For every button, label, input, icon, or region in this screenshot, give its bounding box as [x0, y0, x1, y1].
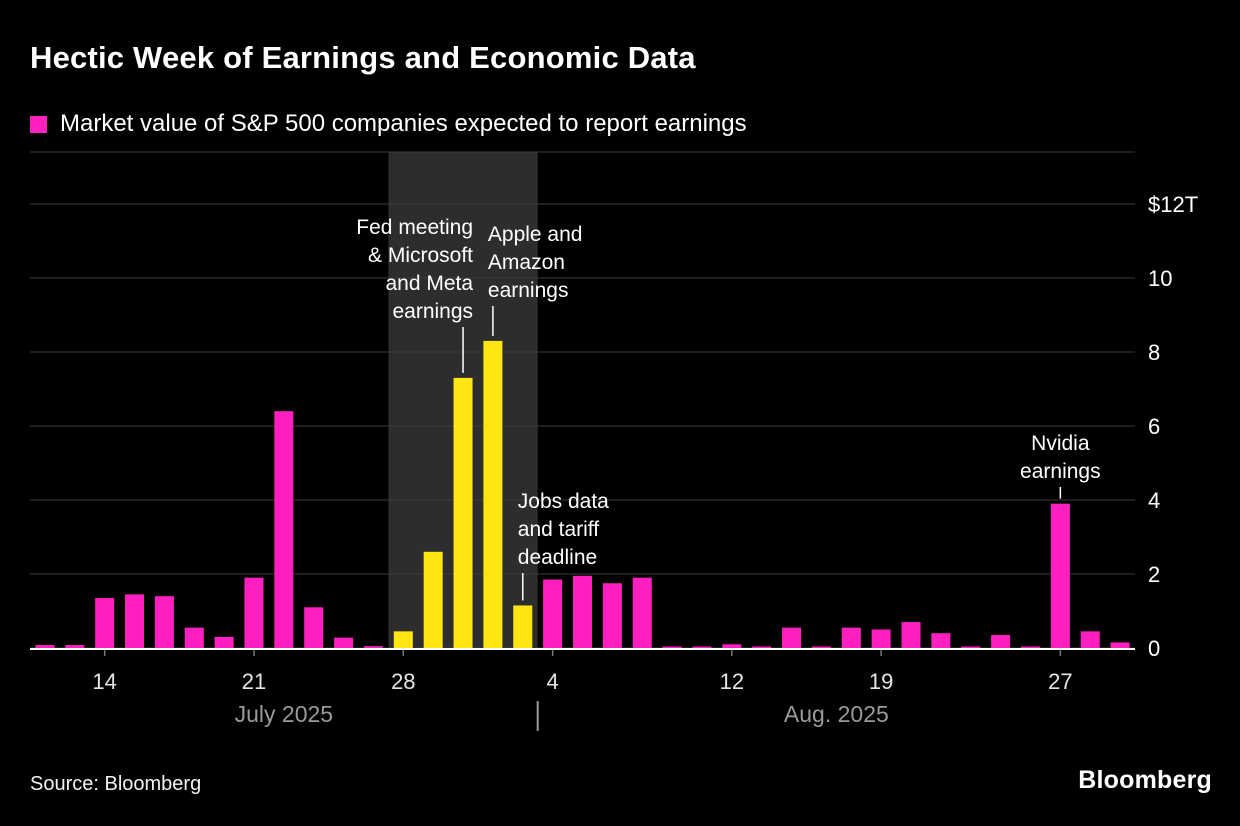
bar-Jul-30	[453, 377, 473, 648]
month-label-aug: Aug. 2025	[784, 701, 889, 727]
y-axis-label: 4	[1148, 488, 1160, 513]
legend-swatch	[30, 115, 47, 133]
bar-Jul-25	[363, 646, 383, 648]
bar-Jul-23	[304, 607, 324, 648]
legend-label: Market value of S&P 500 companies expect…	[60, 110, 747, 137]
annotation-text: earnings	[1020, 460, 1101, 483]
bar-Aug-7	[632, 577, 652, 648]
bar-Aug-28	[1080, 631, 1100, 648]
y-axis-label: $12T	[1148, 192, 1198, 217]
bar-Jul-18	[214, 636, 234, 648]
x-tick-label: 14	[92, 669, 116, 694]
bar-Jul-15	[125, 594, 145, 648]
y-axis-label: 6	[1148, 414, 1160, 439]
bar-Aug-27	[1050, 503, 1070, 648]
page-title: Hectic Week of Earnings and Economic Dat…	[30, 40, 696, 75]
bar-Aug-8	[662, 646, 682, 648]
bar-Jul-24	[334, 637, 354, 648]
annotation-text: Apple and	[488, 223, 583, 246]
bar-Aug-5	[573, 575, 592, 648]
x-tick-label: 19	[869, 669, 893, 694]
x-tick-label: 12	[720, 669, 744, 694]
bar-Aug-14	[782, 627, 802, 648]
bar-Aug-15	[811, 646, 831, 648]
bar-Jul-17	[184, 627, 204, 648]
annotation-text: deadline	[518, 546, 597, 569]
annotation-text: Fed meeting	[356, 216, 473, 239]
annotation-text: earnings	[488, 279, 569, 302]
y-axis-label: 8	[1148, 340, 1160, 365]
bar-Aug-19	[871, 629, 891, 648]
bar-Aug-6	[602, 583, 622, 648]
annotation-text: Nvidia	[1031, 432, 1090, 455]
legend: Market value of S&P 500 companies expect…	[30, 110, 747, 138]
bar-Aug-26	[1020, 646, 1040, 648]
month-label-july: July 2025	[235, 701, 333, 727]
bar-Aug-13	[752, 646, 772, 648]
bar-Aug-12	[722, 644, 742, 648]
annotation-text: and tariff	[518, 518, 599, 541]
bar-Jul-10	[35, 645, 55, 648]
bar-Aug-11	[692, 646, 712, 648]
x-tick-label: 28	[391, 669, 415, 694]
y-axis-label: 0	[1148, 636, 1160, 661]
annotation-text: and Meta	[385, 272, 473, 295]
bar-Jul-28	[393, 631, 413, 648]
bar-Aug-25	[991, 635, 1011, 648]
bloomberg-logo: Bloomberg	[1078, 766, 1212, 794]
bar-Aug-20	[901, 622, 921, 648]
y-axis-label: 10	[1148, 266, 1172, 291]
bar-Jul-22	[274, 411, 294, 648]
bar-Jul-21	[244, 577, 264, 648]
annotation-text: Jobs data	[518, 490, 609, 513]
bar-Aug-18	[841, 627, 861, 648]
bar-Jul-14	[95, 598, 115, 648]
bar-Aug-22	[961, 646, 981, 648]
source-note: Source: Bloomberg	[30, 773, 202, 795]
bar-Jul-16	[154, 596, 174, 648]
x-tick-label: 4	[547, 669, 559, 694]
annotation-text: & Microsoft	[368, 244, 473, 267]
x-tick-label: 27	[1048, 669, 1072, 694]
x-tick-label: 21	[242, 669, 266, 694]
bar-Aug-4	[543, 579, 563, 648]
bar-Jul-11	[65, 645, 85, 648]
bar-Aug-1	[513, 605, 533, 648]
bar-Jul-31	[483, 340, 503, 648]
bar-Aug-29	[1110, 642, 1130, 648]
y-axis-label: 2	[1148, 562, 1160, 587]
annotation-text: Amazon	[488, 251, 565, 274]
annotation-text: earnings	[392, 300, 473, 323]
bar-Aug-21	[931, 633, 951, 648]
bar-Jul-29	[423, 551, 443, 648]
